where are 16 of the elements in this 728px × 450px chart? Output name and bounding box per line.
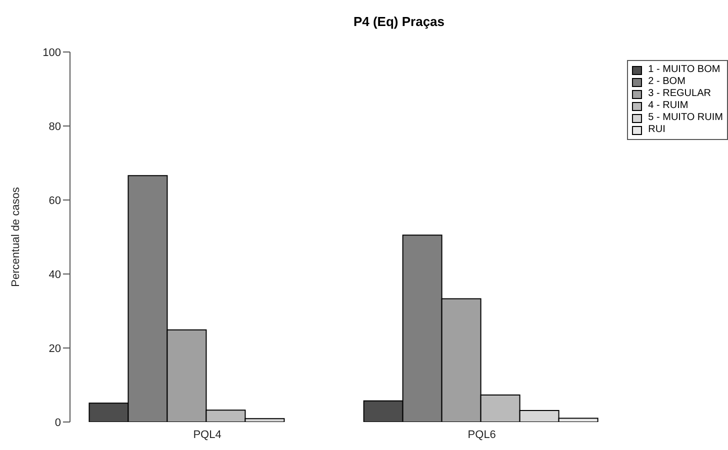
legend-label: 2 - BOM [648,76,686,88]
legend-label: 3 - REGULAR [648,88,711,100]
y-tick-label: 20 [48,342,61,355]
x-tick-label: PQL6 [468,428,496,441]
y-tick-label: 100 [42,46,61,59]
y-tick-label: 40 [48,268,61,281]
legend-label: 1 - MUITO BOM [648,64,720,76]
legend-label: 4 - RUIM [648,100,688,112]
x-tick-label: PQL4 [193,428,222,441]
legend-label: 5 - MUITO RUIM [648,112,723,124]
y-tick-label: 60 [48,194,61,207]
y-tick-label: 0 [54,416,61,429]
y-tick-label: 80 [48,120,61,133]
chart-title: P4 (Eq) Praças [352,14,446,29]
y-axis-title: Percentual de casos [10,186,22,287]
legend-label: RUI [648,124,666,136]
